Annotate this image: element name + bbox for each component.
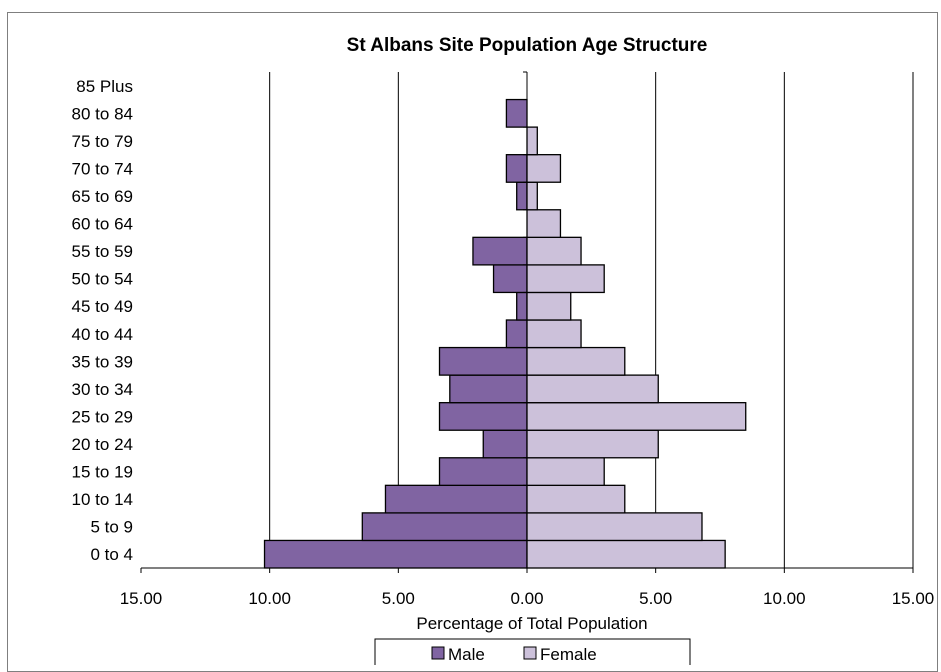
bars (263, 98, 747, 569)
bar-male-6 (449, 374, 528, 404)
y-tick-label: 30 to 34 (72, 380, 133, 399)
y-tick-label: 75 to 79 (72, 132, 133, 151)
legend-swatch-female (523, 646, 537, 660)
bar-male-0 (263, 539, 528, 569)
bar-female-0 (526, 539, 726, 569)
bar-male-2 (384, 484, 528, 514)
y-tick-label: 60 to 64 (72, 215, 133, 234)
bar-female-14 (526, 154, 562, 183)
bar-female-10 (526, 264, 605, 294)
y-tick-label: 55 to 59 (72, 242, 133, 261)
x-axis-title: Percentage of Total Population (416, 614, 647, 633)
bar-male-5 (438, 402, 528, 431)
x-tick-label: 15.00 (892, 589, 935, 608)
y-tick-label: 15 to 19 (72, 463, 133, 482)
bar-male-7 (438, 346, 528, 376)
bar-male-14 (505, 154, 528, 183)
y-tick-label: 50 to 54 (72, 270, 133, 289)
bar-female-9 (526, 291, 572, 321)
legend: Male Female (374, 638, 691, 665)
bar-female-6 (526, 374, 659, 404)
y-tick-label: 70 to 74 (72, 159, 133, 178)
y-tick-label: 5 to 9 (90, 518, 133, 537)
bar-male-4 (482, 429, 528, 459)
x-tick-label: 5.00 (382, 589, 415, 608)
bar-male-1 (361, 512, 528, 542)
bar-male-13 (516, 181, 528, 211)
legend-swatch-male (431, 646, 445, 660)
y-tick-label: 35 to 39 (72, 352, 133, 371)
bar-female-7 (526, 346, 626, 376)
y-tick-label: 80 to 84 (72, 104, 133, 123)
bar-male-9 (516, 291, 528, 321)
bar-male-3 (438, 457, 528, 486)
y-tick-label: 45 to 49 (72, 297, 133, 316)
x-tick-label: 15.00 (120, 589, 163, 608)
y-tick-label: 85 Plus (76, 77, 133, 96)
bar-female-4 (526, 429, 659, 459)
bar-female-12 (526, 209, 562, 238)
legend-label-male: Male (448, 645, 485, 664)
bar-male-16 (505, 98, 528, 128)
x-tick-label: 10.00 (248, 589, 291, 608)
bar-female-1 (526, 512, 703, 542)
legend-label-female: Female (540, 645, 597, 664)
bar-female-3 (526, 457, 605, 486)
chart-title: St Albans Site Population Age Structure (347, 35, 708, 56)
bar-male-10 (492, 264, 528, 294)
bar-female-5 (526, 402, 747, 431)
y-axis-labels: 0 to 4 5 to 9 10 to 14 15 to 19 20 to 24 25 t… (72, 77, 133, 564)
bar-female-15 (526, 126, 538, 156)
bar-female-11 (526, 236, 582, 266)
y-tick-label: 0 to 4 (90, 545, 133, 564)
bar-female-8 (526, 319, 582, 349)
axes (140, 71, 914, 573)
y-tick-label: 65 to 69 (72, 187, 133, 206)
x-axis-tick-labels: 15.00 10.00 5.00 0.00 5.00 10.00 15.00 (120, 589, 935, 608)
y-tick-label: 40 to 44 (72, 325, 133, 344)
x-tick-label: 10.00 (763, 589, 806, 608)
bar-male-8 (505, 319, 528, 349)
x-tick-label: 0.00 (510, 589, 543, 608)
bar-male-11 (472, 236, 528, 266)
y-tick-label: 10 to 14 (72, 490, 133, 509)
bar-female-2 (526, 484, 626, 514)
bar-female-13 (526, 181, 538, 211)
y-tick-label: 25 to 29 (72, 407, 133, 426)
x-tick-label: 5.00 (639, 589, 672, 608)
y-tick-label: 20 to 24 (72, 435, 133, 454)
